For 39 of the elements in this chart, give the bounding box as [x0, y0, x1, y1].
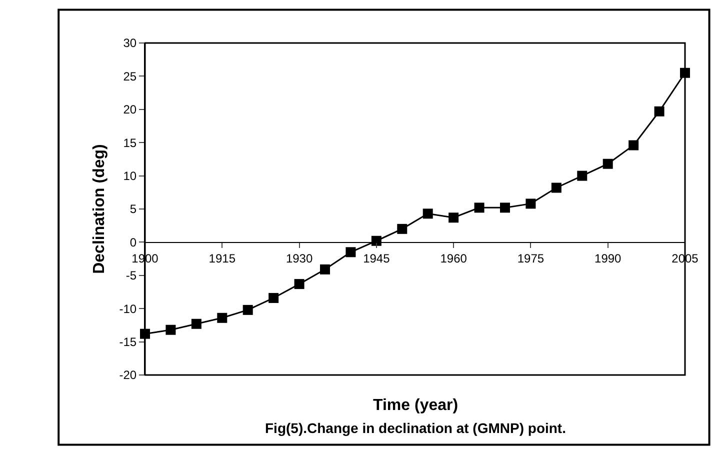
point [602, 158, 613, 169]
x-tick-label: 1960 [440, 252, 468, 266]
point [268, 292, 279, 303]
y-axis-title: Declination (deg) [91, 144, 108, 274]
y-tick-label: 10 [123, 169, 137, 183]
x-tick-label: 1990 [594, 252, 622, 266]
y-tick-label: 25 [123, 69, 137, 84]
x-tick-label: 1930 [286, 252, 313, 266]
point [397, 224, 408, 234]
point [294, 279, 304, 290]
y-tick-label: 30 [123, 36, 137, 50]
point [526, 198, 536, 209]
x-axis-title: Time (year) [373, 397, 458, 414]
text: Fig(5).Change in declination at (GMNP) point. [265, 420, 566, 436]
point [551, 182, 562, 193]
point [320, 264, 330, 274]
point [448, 212, 459, 223]
x-tick-label: 1945 [363, 252, 390, 266]
y-tick-label: 5 [130, 202, 137, 216]
y-tick-label: -5 [126, 268, 137, 283]
y-tick-label: 15 [123, 136, 137, 150]
point [422, 208, 433, 219]
y-tick-label: 20 [123, 102, 137, 117]
x-tick-label: 1975 [517, 252, 544, 266]
y-tick-label: -10 [119, 302, 137, 316]
x-tick-label: 1915 [208, 252, 236, 266]
point [628, 140, 639, 150]
point [242, 304, 253, 315]
point [346, 247, 356, 258]
point [474, 202, 484, 213]
point [217, 312, 228, 323]
point [191, 318, 202, 329]
point [166, 324, 176, 335]
point [577, 170, 588, 181]
point [654, 106, 664, 116]
y-tick-label: 0 [130, 235, 137, 250]
point [500, 202, 510, 213]
y-tick-label: -15 [119, 335, 137, 349]
y-tick-label: -20 [119, 368, 137, 382]
